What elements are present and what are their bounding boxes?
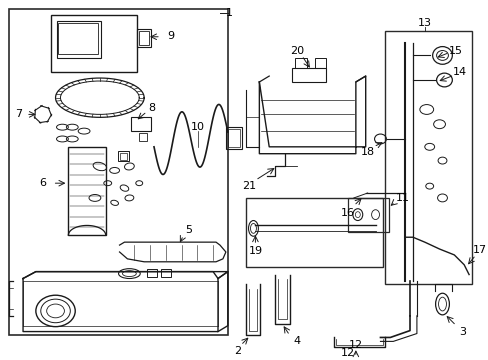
Bar xyxy=(117,151,129,161)
Bar xyxy=(137,29,151,46)
Bar xyxy=(347,198,388,232)
Text: 1: 1 xyxy=(226,8,233,18)
Text: 15: 15 xyxy=(448,45,462,55)
Text: 12: 12 xyxy=(340,348,354,358)
Text: 18: 18 xyxy=(360,147,374,157)
Bar xyxy=(227,129,239,147)
Bar xyxy=(225,127,241,149)
Text: 6: 6 xyxy=(39,178,46,188)
Bar xyxy=(161,269,170,276)
Text: 19: 19 xyxy=(248,246,262,256)
Bar xyxy=(131,117,151,131)
Bar xyxy=(385,31,471,284)
Bar xyxy=(59,23,98,54)
Text: 5: 5 xyxy=(184,225,192,235)
Bar xyxy=(51,15,137,72)
Bar xyxy=(9,9,227,336)
Text: 20: 20 xyxy=(289,45,303,55)
Bar xyxy=(119,153,127,159)
Text: 3: 3 xyxy=(458,327,465,337)
Text: 17: 17 xyxy=(472,245,486,255)
Text: 9: 9 xyxy=(167,31,174,41)
Bar xyxy=(314,58,325,68)
Bar xyxy=(139,133,147,141)
Text: 11: 11 xyxy=(395,193,409,203)
Text: 13: 13 xyxy=(417,18,431,28)
Bar xyxy=(147,269,157,276)
Text: 16: 16 xyxy=(340,208,354,218)
Bar xyxy=(68,147,105,235)
Text: 21: 21 xyxy=(242,181,256,191)
Text: 12: 12 xyxy=(348,340,362,350)
Text: 2: 2 xyxy=(234,346,241,356)
Bar xyxy=(139,31,149,45)
Text: 8: 8 xyxy=(148,103,155,113)
Text: 14: 14 xyxy=(452,67,467,77)
Text: 10: 10 xyxy=(191,122,205,132)
Text: 7: 7 xyxy=(16,109,22,120)
Bar xyxy=(57,21,101,58)
Bar xyxy=(294,58,306,68)
Bar xyxy=(245,198,383,267)
Bar xyxy=(291,68,325,82)
Text: 4: 4 xyxy=(293,336,300,346)
